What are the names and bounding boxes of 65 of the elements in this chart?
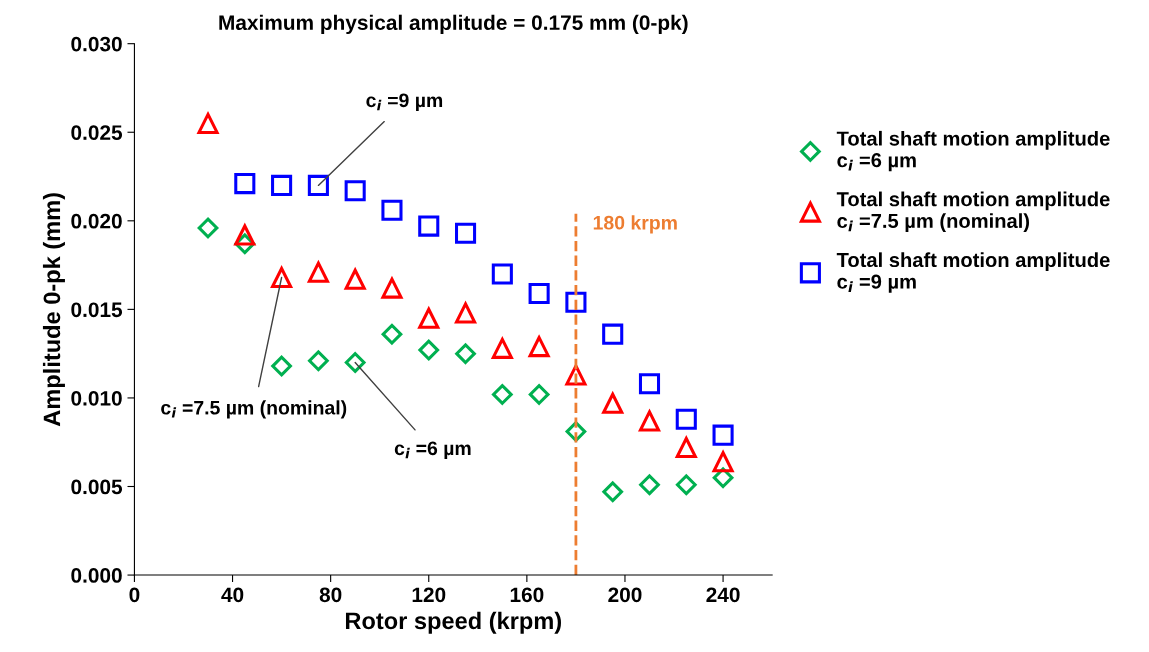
point xyxy=(381,199,403,221)
x-tick-label: 0 xyxy=(129,587,140,603)
y-tick-label: 0.020 xyxy=(71,213,122,229)
ref-line-label: 180 krpm xyxy=(593,215,677,234)
point xyxy=(380,275,404,299)
point xyxy=(234,224,256,246)
x-axis-title: Rotor speed (krpm) xyxy=(345,611,561,634)
point xyxy=(344,180,366,202)
point xyxy=(271,174,293,196)
y-tick-label: 0.000 xyxy=(71,568,122,583)
point xyxy=(675,408,697,430)
x-tick-label: 120 xyxy=(412,587,446,603)
point xyxy=(528,336,550,358)
point xyxy=(454,222,477,244)
annotation: c$_{i}$ =6 µm xyxy=(394,441,471,459)
point xyxy=(491,384,513,405)
point xyxy=(271,355,292,377)
point xyxy=(381,323,403,345)
point xyxy=(455,343,476,365)
point xyxy=(307,259,330,283)
point xyxy=(454,302,477,324)
point xyxy=(491,337,513,359)
y-tick-label: 0.015 xyxy=(71,302,123,318)
point xyxy=(344,352,366,373)
point xyxy=(602,481,624,503)
point xyxy=(602,323,624,345)
y-tick-label: 0.005 xyxy=(71,479,123,495)
point xyxy=(601,390,625,414)
point xyxy=(491,263,513,285)
x-tick-label: 200 xyxy=(608,587,642,603)
legend-label: Total shaft motion amplitude c$_{i}$ =9 µm xyxy=(836,252,1110,293)
x-tick-label: 240 xyxy=(706,587,740,603)
point xyxy=(675,474,697,496)
point xyxy=(712,451,734,473)
point xyxy=(528,384,550,405)
point xyxy=(417,305,441,329)
point xyxy=(638,373,661,395)
point xyxy=(675,436,697,459)
point xyxy=(418,339,440,361)
point xyxy=(197,217,219,239)
legend-label: Total shaft motion amplitude c$_{i}$ =6 µm xyxy=(836,130,1110,172)
point xyxy=(197,112,219,134)
y-tick-label: 0.025 xyxy=(71,125,123,140)
x-tick-label: 160 xyxy=(510,587,544,603)
point xyxy=(308,350,329,372)
y-tick-label: 0.030 xyxy=(71,36,122,52)
point xyxy=(565,291,587,313)
x-tick-label: 40 xyxy=(221,587,244,603)
y-axis-title: Amplitude 0-pk (mm) xyxy=(42,193,65,427)
point xyxy=(307,174,329,196)
annotation: c$_{i}$ =7.5 µm (nominal) xyxy=(161,400,347,419)
point xyxy=(343,266,367,290)
y-tick-label: 0.010 xyxy=(71,390,122,406)
point xyxy=(712,424,734,446)
chart-title: Maximum physical amplitude = 0.175 mm (0-pk) xyxy=(219,14,688,35)
annotation: c$_{i}$ =9 µm xyxy=(366,93,443,112)
legend-label: Total shaft motion amplitude c$_{i}$ =7.5 µm (nominal) xyxy=(836,191,1110,233)
point xyxy=(639,474,660,496)
point xyxy=(565,364,587,386)
point xyxy=(234,173,256,195)
point xyxy=(418,215,440,237)
point xyxy=(638,410,661,432)
point xyxy=(528,282,550,304)
x-tick-label: 80 xyxy=(319,587,342,603)
point xyxy=(271,266,293,289)
